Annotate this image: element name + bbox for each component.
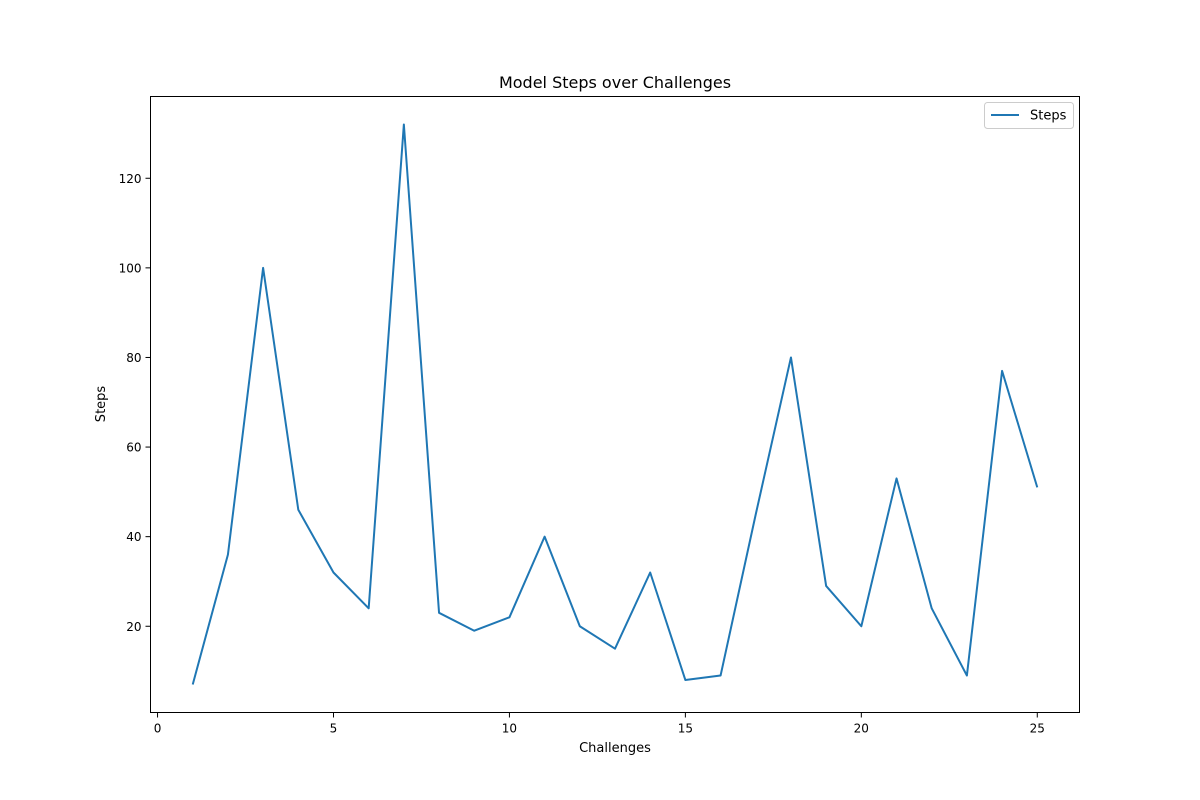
y-tick-label: 80: [126, 351, 141, 365]
y-axis-label: Steps: [94, 386, 109, 423]
x-tick-label: 25: [1030, 722, 1045, 736]
y-tick-label: 20: [126, 620, 141, 634]
legend: Steps: [984, 102, 1074, 129]
x-tick-label: 0: [154, 722, 162, 736]
legend-box: [984, 102, 1074, 129]
x-tick-label: 5: [330, 722, 338, 736]
y-tick-label: 100: [119, 261, 142, 275]
y-tick-label: 120: [119, 172, 142, 186]
plot-frame: [150, 96, 1080, 713]
y-tick-label: 60: [126, 441, 141, 455]
x-axis: 0 5 10 15 20 25: [154, 712, 1045, 736]
series-line-steps: [191, 123, 1039, 685]
x-tick-label: 20: [854, 722, 869, 736]
y-tick-label: 40: [126, 530, 141, 544]
x-axis-label: Challenges: [579, 741, 651, 756]
chart-title: Model Steps over Challenges: [499, 73, 731, 92]
x-tick-label: 15: [678, 722, 693, 736]
y-axis: 20 40 60 80 100 120: [119, 172, 151, 634]
legend-label-steps: Steps: [1030, 109, 1067, 124]
x-tick-label: 10: [502, 722, 517, 736]
